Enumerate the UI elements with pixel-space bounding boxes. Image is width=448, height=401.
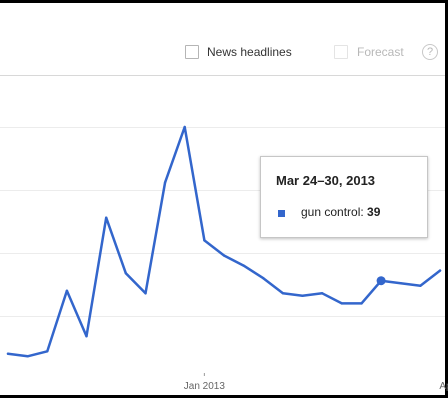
- data-point[interactable]: [124, 272, 128, 275]
- data-point[interactable]: [26, 355, 29, 358]
- forecast-label: Forecast: [357, 45, 404, 59]
- data-point[interactable]: [105, 216, 108, 219]
- hover-tooltip: Mar 24–30, 2013 gun control: 39: [260, 156, 428, 238]
- data-point[interactable]: [281, 292, 285, 295]
- chart-toolbar: News headlines Forecast ?: [0, 43, 448, 67]
- tooltip-series-value: 39: [367, 205, 381, 219]
- data-point[interactable]: [65, 289, 69, 292]
- x-tick-label: Apr 2013: [439, 381, 448, 392]
- data-point[interactable]: [301, 294, 304, 297]
- data-point[interactable]: [321, 292, 324, 295]
- x-tick-label: Jan 2013: [184, 381, 226, 392]
- data-point[interactable]: [360, 302, 363, 305]
- data-point[interactable]: [85, 335, 88, 338]
- data-point[interactable]: [340, 302, 343, 305]
- data-point[interactable]: [163, 181, 167, 184]
- data-point[interactable]: [203, 239, 206, 242]
- news-headlines-checkbox[interactable]: [185, 45, 199, 59]
- data-point[interactable]: [242, 264, 245, 267]
- tooltip-date: Mar 24–30, 2013: [276, 173, 376, 188]
- data-point[interactable]: [46, 350, 49, 353]
- data-point[interactable]: [399, 282, 402, 285]
- toolbar-divider: [0, 75, 445, 76]
- tooltip-series-name: gun control: [301, 205, 361, 219]
- data-point[interactable]: [144, 292, 147, 295]
- highlighted-data-point[interactable]: [376, 276, 386, 286]
- data-point[interactable]: [262, 277, 265, 280]
- data-point[interactable]: [419, 284, 422, 287]
- tooltip-series: gun control: 39: [301, 205, 381, 219]
- question-circle-icon[interactable]: ?: [422, 44, 438, 60]
- data-point[interactable]: [222, 254, 226, 257]
- data-point[interactable]: [183, 125, 186, 129]
- data-point[interactable]: [6, 352, 10, 355]
- data-point[interactable]: [438, 269, 442, 272]
- trend-chart[interactable]: Jan 2013 Apr 2013: [0, 3, 448, 401]
- news-headlines-label[interactable]: News headlines: [207, 45, 292, 59]
- forecast-checkbox: [334, 45, 348, 59]
- series-color-swatch: [278, 210, 285, 217]
